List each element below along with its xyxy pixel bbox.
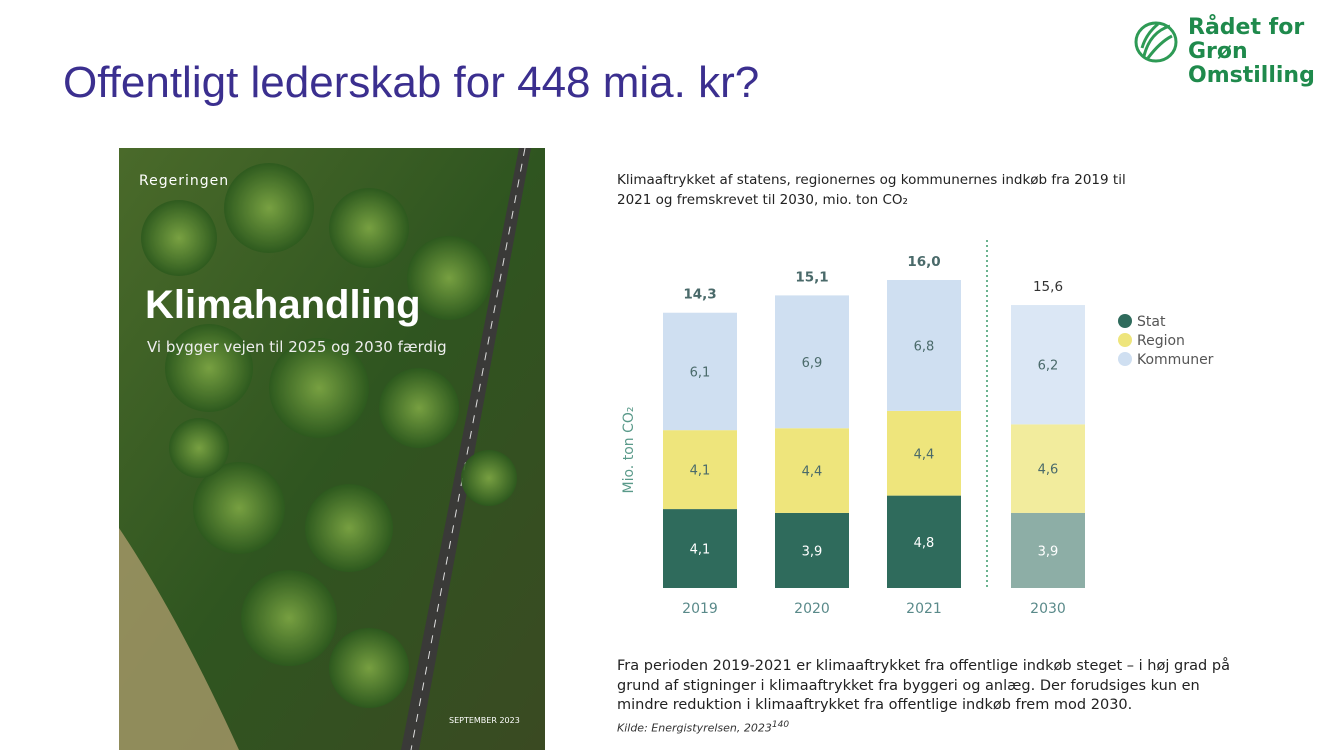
logo-icon [1134, 21, 1178, 63]
bar-segment [663, 509, 737, 588]
cover-title: Klimahandling [145, 283, 421, 327]
bar-segment [775, 512, 849, 588]
total-label: 14,3 [683, 287, 716, 303]
bar-segment [1011, 424, 1085, 513]
legend-label: Kommuner [1137, 352, 1214, 368]
total-label: 16,0 [907, 254, 940, 270]
slide-title: Offentligt lederskab for 448 mia. kr? [63, 58, 760, 107]
value-label: 4,6 [1038, 463, 1059, 478]
logo-text: Rådet for Grøn Omstilling [1188, 16, 1315, 88]
value-label: 4,4 [802, 465, 823, 480]
cover-image [119, 148, 545, 750]
legend-swatch [1118, 352, 1132, 366]
footnote: Fra perioden 2019-2021 er klimaaftrykket… [617, 658, 1230, 713]
legend-label: Region [1137, 333, 1185, 349]
chart-title: Klimaaftrykket af statens, regionernes o… [617, 172, 1126, 208]
source-text: Kilde: Energistyrelsen, 2023 [617, 721, 772, 735]
logo-line: Grøn [1188, 39, 1248, 64]
bar-segment [1011, 305, 1085, 425]
value-label: 6,8 [914, 339, 935, 354]
bar-segment [887, 410, 961, 496]
value-label: 6,9 [802, 356, 823, 371]
logo-line: Omstilling [1188, 63, 1315, 88]
source-note: 140 [771, 720, 790, 730]
bar-segment [663, 312, 737, 431]
value-label: 4,1 [690, 464, 711, 479]
cover-publisher: Regeringen [139, 173, 230, 189]
bar-segment [663, 430, 737, 510]
value-label: 6,2 [1038, 359, 1059, 374]
x-tick-label: 2020 [794, 601, 830, 617]
bar-segment [887, 495, 961, 588]
x-tick-label: 2019 [682, 601, 718, 617]
x-tick-label: 2021 [906, 601, 942, 617]
y-axis-label: Mio. ton CO₂ [621, 407, 637, 494]
total-label: 15,6 [1033, 279, 1063, 295]
source: Kilde: Energistyrelsen, 2023140 [617, 720, 789, 735]
legend-label: Stat [1137, 314, 1166, 330]
logo-line: Rådet for [1188, 15, 1305, 40]
cover-date: SEPTEMBER 2023 [449, 716, 520, 725]
value-label: 4,4 [914, 447, 935, 462]
legend-swatch [1118, 333, 1132, 347]
value-label: 4,8 [914, 536, 935, 551]
legend-swatch [1118, 314, 1132, 328]
bar-segment [1011, 512, 1085, 588]
report-cover: Regeringen Klimahandling Vi bygger vejen… [119, 148, 545, 750]
x-tick-label: 2030 [1030, 601, 1066, 617]
cover-subtitle: Vi bygger vejen til 2025 og 2030 færdig [147, 338, 447, 356]
bar-segment [887, 280, 961, 411]
total-label: 15,1 [795, 269, 828, 285]
value-label: 4,1 [690, 543, 711, 558]
value-label: 6,1 [690, 365, 711, 380]
value-label: 3,9 [802, 544, 823, 559]
value-label: 3,9 [1038, 544, 1059, 559]
bar-segment [775, 295, 849, 429]
bar-segment [775, 428, 849, 513]
